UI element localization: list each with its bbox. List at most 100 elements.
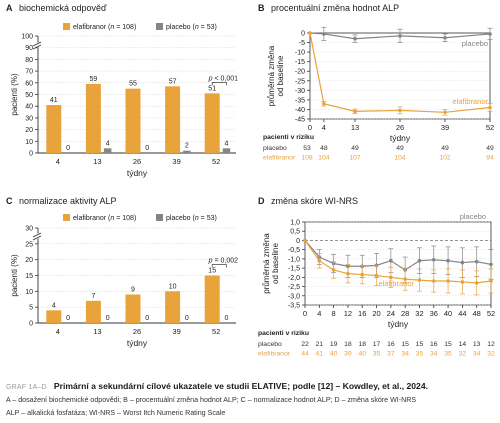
series-line-elafibranor-B — [309, 32, 491, 113]
legend-swatch-A-placebo — [156, 23, 163, 30]
y-tick-label-A: 80 — [25, 57, 33, 64]
y-tick-label-B: -30 — [295, 88, 305, 95]
legend-swatch-C-placebo — [156, 214, 163, 221]
data-label-elafibranor-C: 9 — [131, 287, 135, 294]
y-tick-label-B: 0 — [301, 31, 305, 38]
x-axis-label-C: týdny — [127, 338, 148, 348]
data-point-elafibranor-D — [403, 277, 407, 281]
x-tick-label-C: 26 — [133, 327, 141, 336]
data-label-placebo-A: 0 — [145, 145, 149, 152]
data-label-elafibranor-C: 7 — [91, 293, 95, 300]
data-point-placebo-D — [489, 262, 493, 267]
data-point-placebo-D — [431, 258, 436, 262]
data-point-placebo-D — [446, 258, 450, 263]
axis-break-mark-A — [32, 44, 42, 50]
risk-table-cell-D: 13 — [473, 341, 481, 348]
y-tick-label-A: 40 — [25, 104, 33, 111]
data-point-elafibranor-B — [488, 105, 492, 110]
data-point-elafibranor-D — [446, 279, 450, 283]
x-tick-label-B: 26 — [396, 123, 404, 132]
x-tick-label-B: 4 — [322, 123, 326, 132]
caption-abbreviations: ALP – alkalická fosfatáza; WI-NRS – Wors… — [6, 409, 226, 417]
y-axis-label-A: pacienti (%) — [10, 73, 19, 116]
risk-table-cell-D: 41 — [316, 351, 324, 358]
risk-table-title-D: pacienti v riziku — [258, 330, 309, 337]
x-tick-label-D: 4 — [317, 309, 321, 318]
y-axis-label-B: průměrná změna — [267, 45, 276, 106]
data-point-placebo-B — [443, 35, 447, 40]
y-tick-label-D: -2,5 — [288, 284, 300, 291]
data-point-placebo-B — [488, 32, 492, 36]
panel-letter-D: D — [258, 196, 265, 206]
risk-table-cell-D: 35 — [373, 351, 381, 358]
data-label-elafibranor-A: 59 — [90, 76, 98, 83]
risk-table-cell-B: 107 — [349, 155, 361, 162]
bar-placebo-A — [183, 150, 191, 153]
x-tick-label-C: 4 — [56, 327, 60, 336]
risk-table-cell-D: 18 — [344, 341, 352, 348]
panel-letter-B: B — [258, 3, 265, 13]
y-tick-label-D: 0 — [296, 238, 300, 245]
risk-table-cell-D: 44 — [301, 351, 309, 358]
data-point-elafibranor-D — [346, 271, 350, 276]
y-tick-label-C: 15 — [25, 273, 33, 280]
y-tick-label-B: -15 — [295, 59, 305, 66]
axis-break-mark-A — [32, 41, 42, 47]
data-point-elafibranor-B — [308, 31, 312, 35]
legend-label-C-placebo: placebo (n = 53) — [166, 215, 217, 222]
series-line-placebo-B — [309, 32, 491, 40]
series-label-elafibranor-D: elafibranor — [379, 279, 415, 288]
data-point-elafibranor-D — [460, 280, 465, 284]
x-tick-label-D: 44 — [458, 309, 466, 318]
x-tick-label-D: 8 — [332, 309, 336, 318]
risk-table-cell-B: 49 — [351, 145, 359, 152]
risk-table-cell-D: 14 — [459, 341, 467, 348]
bar-placebo-A — [222, 148, 231, 153]
risk-table-cell-B: 108 — [301, 155, 313, 162]
x-tick-label-D: 52 — [487, 309, 495, 318]
x-tick-label-C: 13 — [93, 327, 101, 336]
x-tick-label-D: 0 — [303, 309, 307, 318]
risk-table-cell-D: 15 — [401, 341, 409, 348]
risk-table-cell-B: 94 — [486, 155, 494, 162]
x-tick-label-D: 28 — [401, 309, 409, 318]
bar-elafibranor-C — [46, 310, 62, 323]
x-tick-label-D: 36 — [430, 309, 438, 318]
y-tick-label-C: 10 — [25, 289, 33, 296]
data-point-elafibranor-D — [331, 268, 336, 272]
data-label-elafibranor-A: 57 — [169, 78, 177, 85]
data-point-elafibranor-B — [322, 101, 326, 106]
y-axis-label-C: pacienti (%) — [10, 254, 19, 297]
data-label-placebo-A: 2 — [185, 143, 189, 150]
bar-elafibranor-C — [85, 300, 101, 323]
data-label-elafibranor-A: 51 — [208, 85, 216, 92]
y-tick-label-A: 100 — [21, 34, 33, 41]
risk-table-cell-D: 34 — [473, 351, 481, 358]
data-point-placebo-D — [417, 258, 422, 263]
y-tick-label-A: 30 — [25, 115, 33, 122]
caption-title: Primární a sekundární cílové ukazatele v… — [53, 381, 428, 391]
series-line-elafibranor-D — [304, 240, 492, 284]
bar-elafibranor-A — [46, 105, 62, 153]
risk-table-cell-D: 17 — [373, 341, 381, 348]
y-tick-label-D: -2,0 — [288, 275, 300, 282]
data-label-placebo-A: 4 — [106, 140, 110, 147]
data-point-elafibranor-D — [431, 279, 436, 283]
data-label-placebo-C: 0 — [224, 315, 228, 322]
series-label-placebo-D: placebo — [460, 212, 486, 221]
panel-title-A: biochemická odpověď — [19, 3, 107, 13]
y-tick-label-B: -5 — [299, 40, 305, 47]
x-tick-label-D: 40 — [444, 309, 452, 318]
risk-table-cell-D: 34 — [430, 351, 438, 358]
p-value-annotation-A: p < 0,001 — [208, 75, 239, 82]
axis-break-gap-C — [34, 233, 42, 239]
x-axis-label-B: týdny — [390, 133, 411, 143]
data-point-elafibranor-B — [353, 109, 357, 114]
y-tick-label-A: 10 — [25, 139, 33, 146]
risk-table-cell-D: 35 — [444, 351, 452, 358]
x-tick-label-A: 13 — [93, 157, 101, 166]
risk-table-cell-B: 49 — [441, 145, 449, 152]
bar-elafibranor-C — [165, 291, 181, 323]
bar-elafibranor-C — [204, 275, 220, 323]
data-point-elafibranor-D — [417, 278, 422, 282]
